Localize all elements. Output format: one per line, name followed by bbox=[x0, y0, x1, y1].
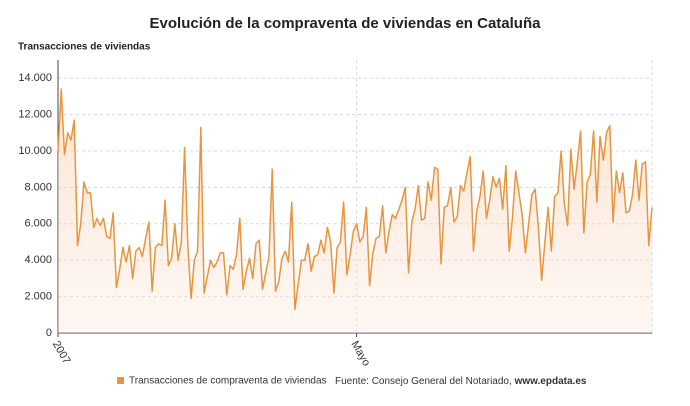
y-tick-label: 12.000 bbox=[18, 109, 52, 121]
y-tick-label: 8.000 bbox=[24, 181, 52, 193]
source: Fuente: Consejo General del Notariado, w… bbox=[335, 376, 587, 387]
y-tick-label: 0 bbox=[46, 327, 52, 339]
y-axis-title: Transacciones de viviendas bbox=[18, 42, 151, 53]
x-tick-label: Mayo bbox=[349, 339, 373, 368]
y-tick-label: 10.000 bbox=[18, 145, 52, 157]
source-site: www.epdata.es bbox=[514, 376, 587, 387]
x-tick-label: 2007 bbox=[50, 339, 73, 366]
area bbox=[58, 89, 652, 334]
y-tick-label: 2.000 bbox=[24, 291, 52, 303]
y-tick-label: 6.000 bbox=[24, 218, 52, 230]
legend-label: Transacciones de compraventa de vivienda… bbox=[129, 376, 327, 387]
source-text: Fuente: Consejo General del Notariado, bbox=[335, 376, 512, 387]
y-tick-label: 14.000 bbox=[18, 72, 52, 84]
line bbox=[57, 88, 653, 311]
y-tick-label: 4.000 bbox=[24, 254, 52, 266]
legend-swatch bbox=[117, 377, 124, 384]
chart-title: Evolución de la compraventa de viviendas… bbox=[150, 15, 542, 32]
